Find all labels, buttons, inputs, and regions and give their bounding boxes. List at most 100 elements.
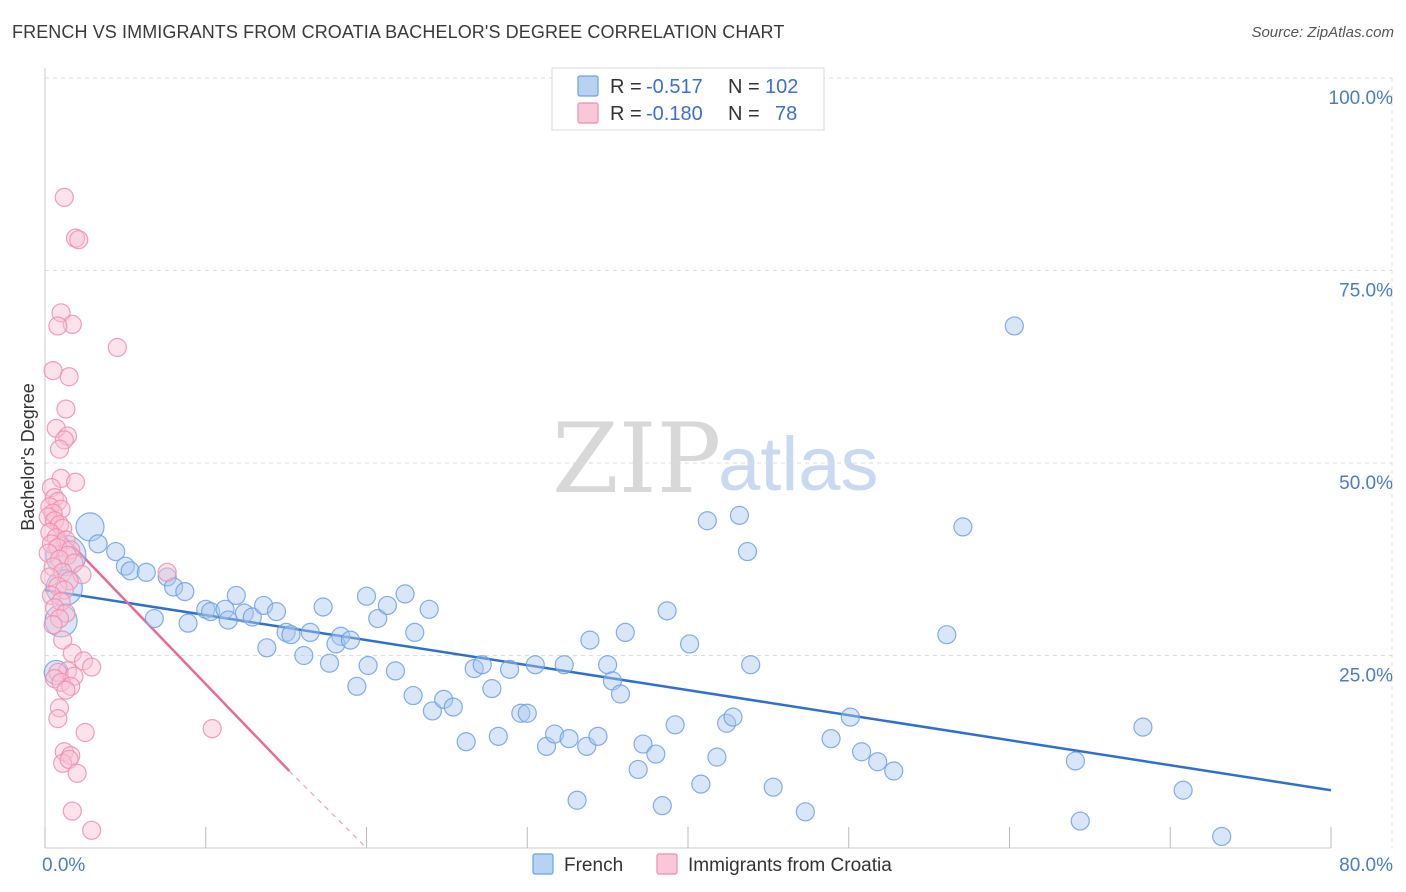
french-point [266,602,287,622]
french-point [1070,811,1090,831]
french-point [488,726,508,746]
french-point [178,613,198,633]
french-point [326,634,346,654]
legend-swatch-croatia [577,102,599,124]
legend-r-label-french: R = [610,76,642,98]
french-point [937,625,957,645]
french-point [403,685,423,706]
french-point [218,610,238,630]
bottom-legend-label-croatia: Immigrants from Croatia [688,855,892,876]
french-point [580,630,600,650]
french-point [737,541,758,562]
french-point [419,599,439,619]
french-point [472,655,492,675]
croatia-point [56,603,76,623]
croatia-point [65,472,86,492]
french-point [499,659,520,679]
axes: 100.0% 75.0% 50.0% 25.0% 0.0% 80.0% [42,68,1393,876]
french-point [226,585,246,606]
croatia-point [82,820,102,840]
french-point [300,622,320,643]
french-point [144,608,164,629]
french-point [763,777,783,797]
french-point [242,607,262,627]
french-point [615,622,635,643]
legend-n-value-french: 102 [765,76,798,98]
legend-n-value-croatia: 78 [775,103,797,125]
y-tick-label: 75.0% [1339,281,1393,302]
croatia-point [54,187,74,207]
french-point [840,707,860,727]
croatia-point [41,585,62,606]
croatia-point [56,399,76,419]
croatia-point [53,630,73,650]
french-point [368,608,388,629]
french-point [610,684,631,704]
french-point [422,701,443,721]
french-point [657,601,677,621]
french-point [554,655,574,675]
french-point [136,562,156,582]
croatia-point [56,530,76,550]
french-point [567,790,587,810]
french-point [884,761,904,781]
data-points [38,187,1232,847]
legend-n-label-french: N = [728,76,760,98]
croatia-point [62,643,82,663]
french-point [443,697,463,717]
french-point [405,622,425,643]
french-point [319,653,340,673]
croatia-point [65,228,86,248]
y-axis-label: Bachelor's Degree [18,383,38,531]
french-point [953,517,973,537]
french-point [45,534,87,577]
gridlines [45,77,1393,848]
croatia-point [43,361,63,381]
french-point [795,802,815,822]
y-tick-label: 50.0% [1339,473,1393,494]
x-tick-label: 80.0% [1339,855,1393,876]
french-point [598,655,618,675]
french-point [340,630,361,650]
croatia-point [82,657,102,677]
french-point [741,655,761,675]
croatia-point [59,571,79,591]
french-point [175,581,195,602]
legend-r-label-croatia: R = [610,103,642,125]
french-point [313,597,333,617]
bottom-legend-label-french: French [564,855,623,876]
french-point [1212,826,1232,847]
french-point [215,599,235,619]
croatia-point [48,316,68,336]
french-point [559,729,579,749]
french-point [852,742,872,762]
french-point [646,744,666,764]
french-point [1004,316,1024,336]
french-point [723,707,743,727]
croatia-point [202,719,222,739]
y-tick-label: 100.0% [1329,88,1394,109]
french-point [106,541,126,562]
croatia-point [107,337,127,358]
french-point [157,567,177,587]
french-point [294,645,314,666]
watermark-zip: ZIP [552,403,721,515]
french-point [633,734,653,754]
french-point [456,732,476,752]
croatia-point [49,439,70,459]
x-tick-label: 0.0% [42,855,85,876]
french-point [588,726,608,746]
french-point [707,747,727,767]
french-point [511,703,531,723]
french-point [356,586,377,606]
french-point [377,595,397,616]
legend-r-value-croatia: -0.180 [646,103,703,125]
croatia-trend-extension [288,770,367,849]
french-point [680,634,700,654]
french-point [697,511,717,531]
y-tick-label: 25.0% [1339,666,1393,687]
chart-title: FRENCH VS IMMIGRANTS FROM CROATIA BACHEL… [12,22,785,42]
french-point [517,703,537,723]
watermark-atlas: atlas [718,422,879,507]
